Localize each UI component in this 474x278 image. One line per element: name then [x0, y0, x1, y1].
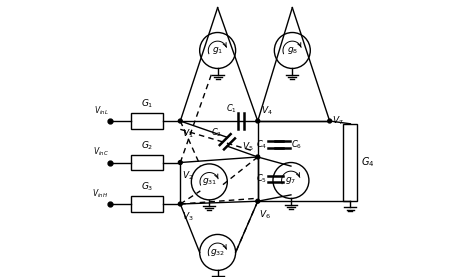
Text: $V_3$: $V_3$ [182, 211, 193, 224]
Text: $G_2$: $G_2$ [141, 139, 153, 152]
Bar [131, 155, 163, 170]
Circle shape [178, 202, 182, 206]
Text: $C_{6}$: $C_{6}$ [291, 138, 302, 151]
Text: $G_1$: $G_1$ [141, 98, 153, 110]
Text: $V_5$: $V_5$ [242, 140, 254, 153]
Text: $V_7$: $V_7$ [332, 115, 344, 127]
Text: $V_{inH}$: $V_{inH}$ [92, 187, 109, 200]
Text: $g_{32}$: $g_{32}$ [210, 247, 225, 258]
Text: $V_1$: $V_1$ [182, 128, 193, 140]
Text: $C_{4}$: $C_{4}$ [256, 138, 267, 151]
Text: $V_{inL}$: $V_{inL}$ [94, 104, 109, 117]
Text: $V_6$: $V_6$ [259, 208, 271, 221]
Circle shape [256, 155, 260, 159]
Text: $g_{31}$: $g_{31}$ [202, 176, 217, 187]
Text: $g_{7}$: $g_{7}$ [285, 175, 297, 186]
Text: $V_{inC}$: $V_{inC}$ [92, 146, 109, 158]
Bar [131, 196, 163, 212]
Circle shape [328, 119, 332, 123]
Text: $V_4$: $V_4$ [261, 104, 272, 117]
Text: $G_3$: $G_3$ [141, 181, 153, 193]
Circle shape [178, 119, 182, 123]
Text: $C_{1}$: $C_{1}$ [226, 102, 237, 115]
Text: $V_2$: $V_2$ [182, 169, 193, 182]
Circle shape [178, 161, 182, 165]
Text: $g_{8}$: $g_{8}$ [287, 45, 298, 56]
Circle shape [256, 119, 260, 123]
Bar [344, 124, 357, 201]
Bar [131, 113, 163, 129]
Text: $C_{5}$: $C_{5}$ [256, 173, 267, 185]
Circle shape [256, 199, 260, 203]
Text: $G_4$: $G_4$ [361, 156, 374, 169]
Text: $g_{1}$: $g_{1}$ [212, 45, 223, 56]
Text: $C_2$: $C_2$ [211, 126, 222, 139]
